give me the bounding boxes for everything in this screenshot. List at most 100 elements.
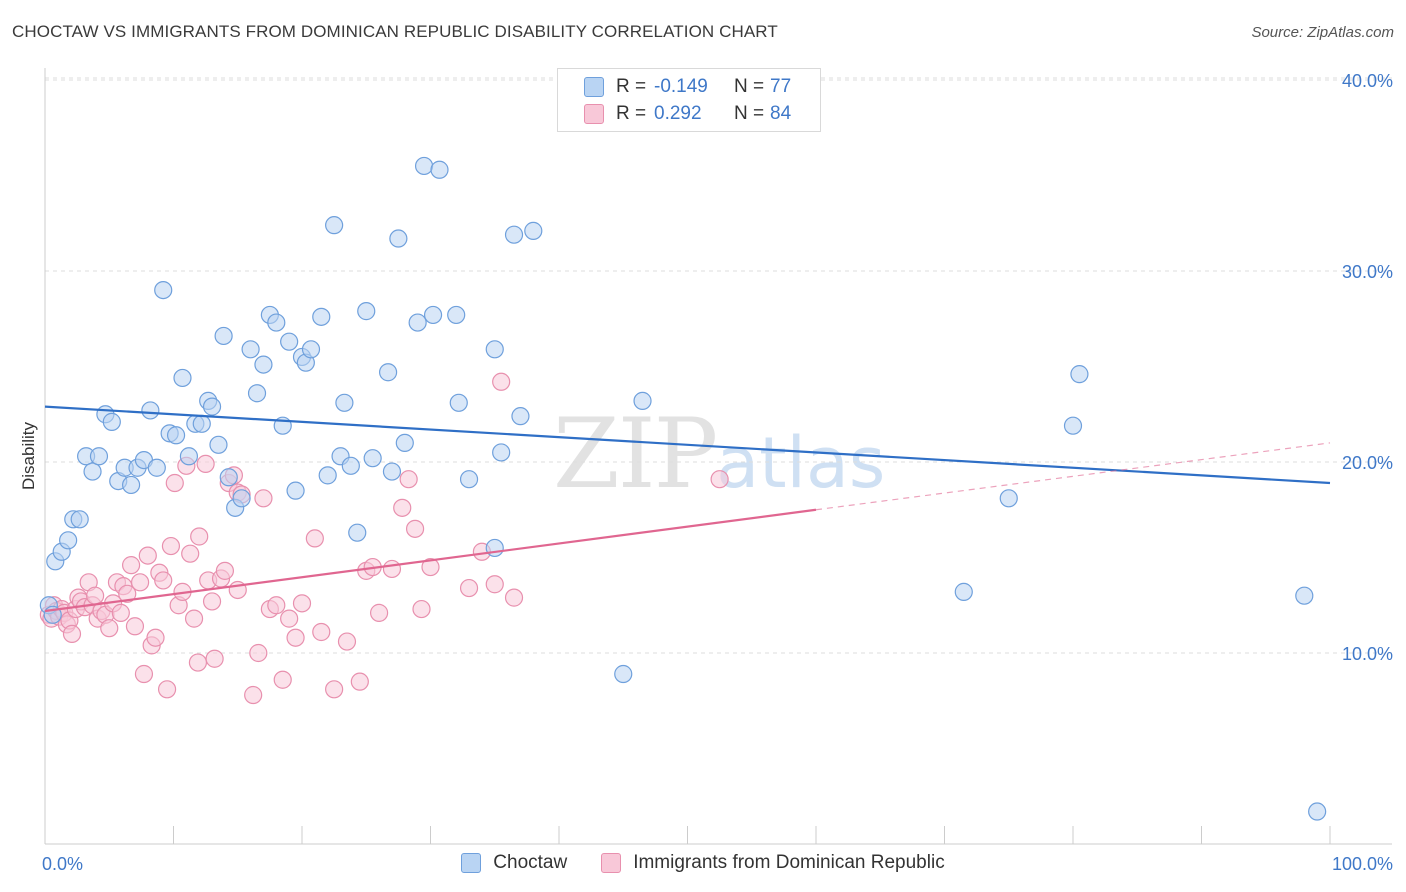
dominican-point bbox=[405, 519, 425, 538]
choctaw-point bbox=[301, 340, 321, 359]
dominican-point bbox=[350, 672, 369, 691]
dominican-point bbox=[325, 680, 344, 699]
choctaw-point bbox=[121, 475, 141, 495]
dominican-swatch bbox=[584, 104, 604, 124]
dominican-point bbox=[161, 536, 181, 556]
choctaw-point bbox=[378, 363, 398, 382]
dominican-point bbox=[286, 628, 305, 647]
choctaw-point bbox=[59, 531, 78, 550]
choctaw-point bbox=[214, 326, 233, 346]
dominican-point bbox=[196, 454, 215, 474]
dominican-point bbox=[154, 571, 173, 590]
chart-title: CHOCTAW VS IMMIGRANTS FROM DOMINICAN REP… bbox=[12, 22, 778, 41]
dominican-point bbox=[138, 546, 157, 565]
correlation-legend: R = -0.149 N = 77 R = 0.292 N = 84 bbox=[557, 68, 821, 132]
choctaw-point bbox=[241, 340, 260, 359]
choctaw-point bbox=[1070, 365, 1089, 384]
dominican-point bbox=[184, 609, 204, 628]
choctaw-points bbox=[39, 156, 1327, 821]
legend-label-choctaw: Choctaw bbox=[493, 852, 568, 873]
dominican-point bbox=[62, 624, 82, 644]
dominican-swatch bbox=[601, 853, 622, 873]
choctaw-point bbox=[173, 368, 192, 388]
choctaw-point bbox=[209, 435, 228, 454]
dominican-point bbox=[125, 617, 145, 636]
choctaw-point bbox=[485, 538, 504, 558]
dominican-point bbox=[205, 649, 224, 668]
choctaw-point bbox=[318, 466, 337, 485]
dominican-point bbox=[130, 573, 150, 592]
y-axis-label: Disability bbox=[19, 421, 38, 490]
choctaw-point bbox=[232, 489, 251, 508]
dominican-point bbox=[249, 643, 268, 663]
choctaw-point bbox=[423, 305, 443, 325]
trend-lines bbox=[44, 405, 1331, 613]
dominican-point bbox=[399, 470, 418, 489]
dominican-point bbox=[188, 653, 208, 672]
choctaw-point bbox=[447, 305, 466, 325]
dominican-point bbox=[254, 489, 273, 508]
choctaw-point bbox=[459, 470, 479, 489]
choctaw-point bbox=[430, 160, 449, 179]
choctaw-point bbox=[312, 307, 331, 326]
choctaw-point bbox=[166, 426, 186, 445]
choctaw-point bbox=[633, 391, 652, 410]
legend-n-label: N = bbox=[734, 103, 765, 124]
choctaw-point bbox=[408, 313, 427, 332]
x-tick-label: 0.0% bbox=[42, 854, 83, 874]
dominican-point bbox=[118, 584, 137, 603]
choctaw-point bbox=[254, 355, 273, 374]
dominican-point bbox=[492, 372, 511, 391]
choctaw-point bbox=[511, 407, 530, 426]
dominican-point bbox=[215, 561, 234, 580]
dominican-point bbox=[267, 596, 286, 615]
y-tick-label: 20.0% bbox=[1342, 453, 1393, 473]
choctaw-point bbox=[179, 447, 199, 466]
dominican-point bbox=[190, 527, 209, 546]
legend-r-value: -0.149 bbox=[654, 76, 708, 97]
legend-item-choctaw[interactable]: Choctaw bbox=[461, 852, 567, 874]
choctaw-point bbox=[1308, 802, 1327, 821]
dominican-point bbox=[337, 632, 357, 651]
gridlines bbox=[45, 77, 1392, 654]
dominican-point bbox=[244, 685, 263, 705]
x-tick-label: 100.0% bbox=[1332, 854, 1393, 874]
legend-n-label: N = bbox=[734, 76, 765, 97]
dominican-point bbox=[305, 529, 324, 548]
dominican-point bbox=[273, 670, 292, 689]
choctaw-point bbox=[192, 414, 211, 433]
choctaw-point bbox=[999, 489, 1018, 508]
choctaw-point bbox=[363, 449, 382, 468]
dominican-points bbox=[39, 372, 729, 705]
legend-row-dominican: R = 0.292 N = 84 bbox=[584, 101, 791, 127]
choctaw-point bbox=[348, 523, 367, 542]
choctaw-swatch bbox=[584, 77, 604, 97]
choctaw-point bbox=[102, 412, 121, 431]
legend-r-label: R = bbox=[616, 103, 647, 124]
dominican-point bbox=[504, 588, 524, 607]
choctaw-point bbox=[614, 664, 633, 684]
choctaw-point bbox=[286, 481, 305, 500]
dominican-trend-line bbox=[44, 508, 817, 613]
choctaw-point bbox=[341, 456, 360, 475]
tick-labels: 10.0% 20.0% 30.0% 40.0% 0.0% 100.0% Disability bbox=[19, 71, 1393, 874]
choctaw-point bbox=[395, 433, 414, 452]
legend-item-dominican[interactable]: Immigrants from Dominican Republic bbox=[601, 852, 945, 874]
dominican-point bbox=[292, 594, 312, 613]
choctaw-point bbox=[147, 458, 166, 477]
source-label: Source: ZipAtlas.com bbox=[1251, 24, 1394, 41]
legend-r-label: R = bbox=[616, 76, 647, 97]
legend-n-value: 84 bbox=[770, 103, 792, 124]
choctaw-point bbox=[83, 462, 102, 481]
dominican-point bbox=[181, 544, 200, 563]
choctaw-point bbox=[389, 229, 408, 248]
dominican-trend-extension bbox=[815, 442, 1331, 511]
dominican-point bbox=[165, 473, 184, 493]
choctaw-point bbox=[154, 281, 173, 300]
dominican-point bbox=[134, 664, 154, 684]
legend-r-value: 0.292 bbox=[654, 103, 702, 124]
y-tick-label: 40.0% bbox=[1342, 71, 1393, 91]
watermark: ZIPatlas bbox=[553, 398, 885, 510]
y-tick-label: 10.0% bbox=[1342, 644, 1393, 664]
